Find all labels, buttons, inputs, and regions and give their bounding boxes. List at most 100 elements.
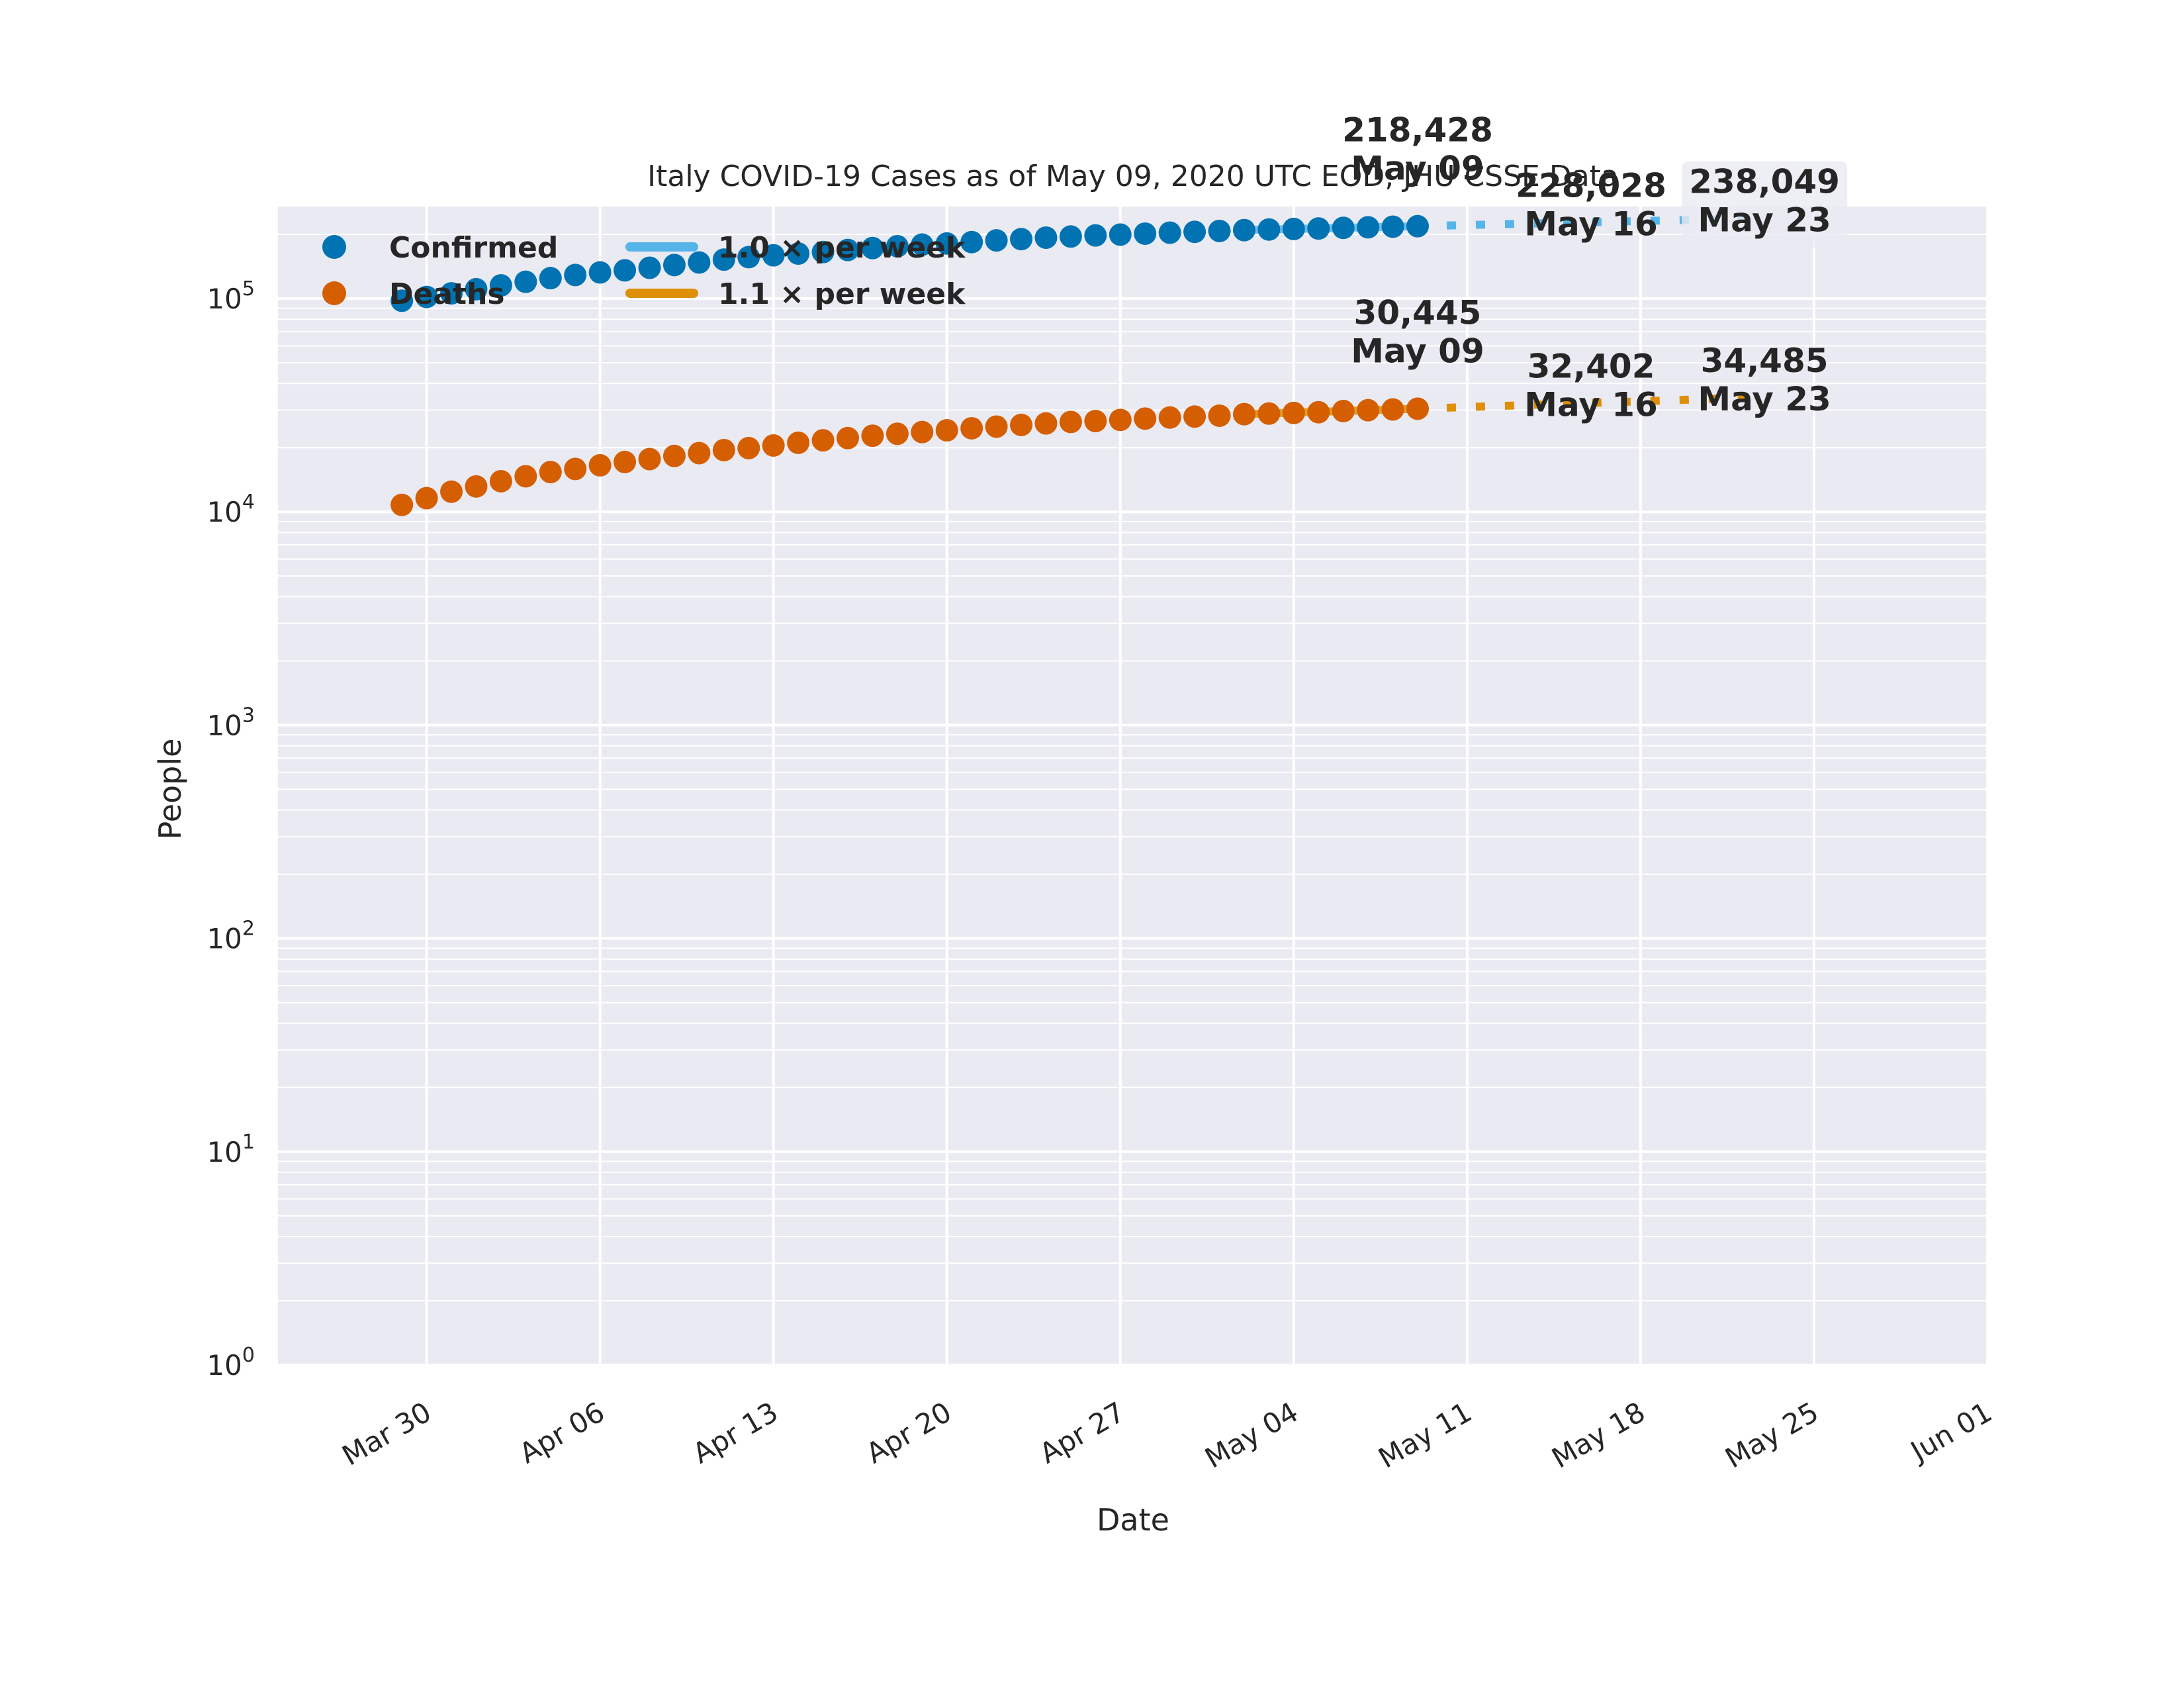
confirmed-point	[985, 229, 1008, 252]
annotation-date: May 16	[1524, 205, 1658, 244]
y-tick-label: 101	[206, 1131, 255, 1168]
deaths-point	[886, 422, 909, 445]
deaths-point	[415, 487, 438, 510]
y-tick-label: 100	[206, 1344, 255, 1382]
deaths-point	[614, 450, 637, 473]
deaths-point	[1034, 412, 1058, 435]
annotation-date: May 09	[1351, 332, 1484, 370]
deaths-point	[1332, 399, 1355, 422]
x-axis-label: Date	[1097, 1502, 1169, 1538]
annotation-date: May 23	[1698, 380, 1831, 418]
deaths-point	[662, 444, 686, 467]
deaths-point	[935, 419, 958, 442]
deaths-point	[762, 434, 785, 457]
confirmed-point	[737, 246, 760, 269]
legend-marker-confirmed	[322, 235, 346, 259]
confirmed-point	[911, 233, 934, 256]
x-tick-label: Jun 01	[1903, 1395, 1997, 1468]
confirmed-point	[564, 263, 587, 287]
legend-marker-deaths	[322, 281, 346, 305]
confirmed-point	[1357, 216, 1380, 239]
annotation-value: 30,445	[1354, 293, 1482, 332]
x-tick-label: Apr 06	[514, 1395, 610, 1470]
deaths-point	[1183, 405, 1206, 428]
confirmed-point	[1282, 217, 1305, 240]
y-axis-label: People	[152, 739, 188, 840]
deaths-point	[1257, 402, 1281, 425]
deaths-point	[1109, 408, 1132, 432]
confirmed-point	[638, 256, 661, 279]
deaths-point	[712, 438, 735, 461]
chart-title: Italy COVID-19 Cases as of May 09, 2020 …	[647, 160, 1619, 193]
deaths-point	[737, 436, 760, 459]
deaths-point	[1084, 410, 1107, 433]
confirmed-point	[1307, 217, 1330, 240]
y-tick-label: 102	[206, 917, 255, 955]
confirmed-point	[514, 270, 537, 293]
confirmed-point	[415, 285, 438, 308]
confirmed-point	[1010, 228, 1033, 251]
confirmed-point	[1257, 218, 1281, 241]
confirmed-point	[614, 259, 637, 282]
annotation-value: 34,485	[1701, 342, 1829, 380]
deaths-point	[811, 429, 835, 452]
deaths-point	[1406, 397, 1429, 420]
deaths-point	[1158, 406, 1181, 429]
confirmed-point	[1332, 216, 1355, 240]
confirmed-point	[1084, 224, 1107, 247]
deaths-point	[861, 424, 884, 447]
confirmed-point	[1134, 222, 1157, 245]
y-tick-exponent: 3	[242, 704, 255, 727]
confirmed-point	[1034, 226, 1058, 249]
confirmed-point	[935, 232, 958, 255]
legend-label: 1.0 × per week	[718, 231, 966, 265]
deaths-point	[1010, 413, 1033, 436]
annotation-box	[1682, 161, 1848, 248]
confirmed-point	[1183, 220, 1206, 244]
confirmed-point	[1406, 214, 1429, 238]
deaths-point	[390, 493, 414, 516]
confirmed-point	[762, 244, 785, 267]
y-tick-exponent: 0	[242, 1344, 255, 1367]
deaths-point	[1282, 401, 1305, 424]
deaths-point	[564, 457, 587, 481]
deaths-point	[514, 465, 537, 488]
confirmed-point	[1158, 221, 1181, 244]
deaths-point	[440, 480, 463, 503]
deaths-point	[985, 415, 1008, 438]
y-tick-label: 104	[206, 491, 255, 528]
deaths-point	[1134, 407, 1157, 430]
deaths-point	[489, 469, 512, 492]
y-tick-label: 103	[206, 704, 255, 741]
confirmed-point	[440, 282, 463, 305]
annotation-date: May 23	[1698, 201, 1831, 240]
deaths-point	[1232, 402, 1255, 426]
confirmed-point	[787, 242, 810, 265]
x-tick-label: Apr 27	[1034, 1395, 1130, 1470]
x-tick-label: May 18	[1546, 1395, 1651, 1474]
confirmed-point	[712, 248, 735, 271]
confirmed-point	[1208, 219, 1231, 242]
confirmed-point	[390, 289, 414, 312]
confirmed-point	[811, 240, 835, 263]
deaths-point	[960, 416, 983, 440]
annotation-value: 228,028	[1516, 167, 1666, 205]
deaths-point	[911, 420, 934, 444]
deaths-point	[1208, 404, 1231, 427]
deaths-point	[688, 442, 711, 465]
y-tick-label: 105	[206, 277, 255, 315]
confirmed-point	[1381, 215, 1404, 238]
confirmed-point	[688, 251, 711, 274]
deaths-point	[588, 453, 612, 477]
annotation-value: 32,402	[1527, 348, 1655, 386]
confirmed-point	[886, 234, 909, 258]
deaths-point	[465, 475, 488, 498]
x-tick-label: May 25	[1719, 1395, 1824, 1474]
confirmed-point	[489, 274, 512, 297]
legend-label: Deaths	[389, 277, 505, 311]
